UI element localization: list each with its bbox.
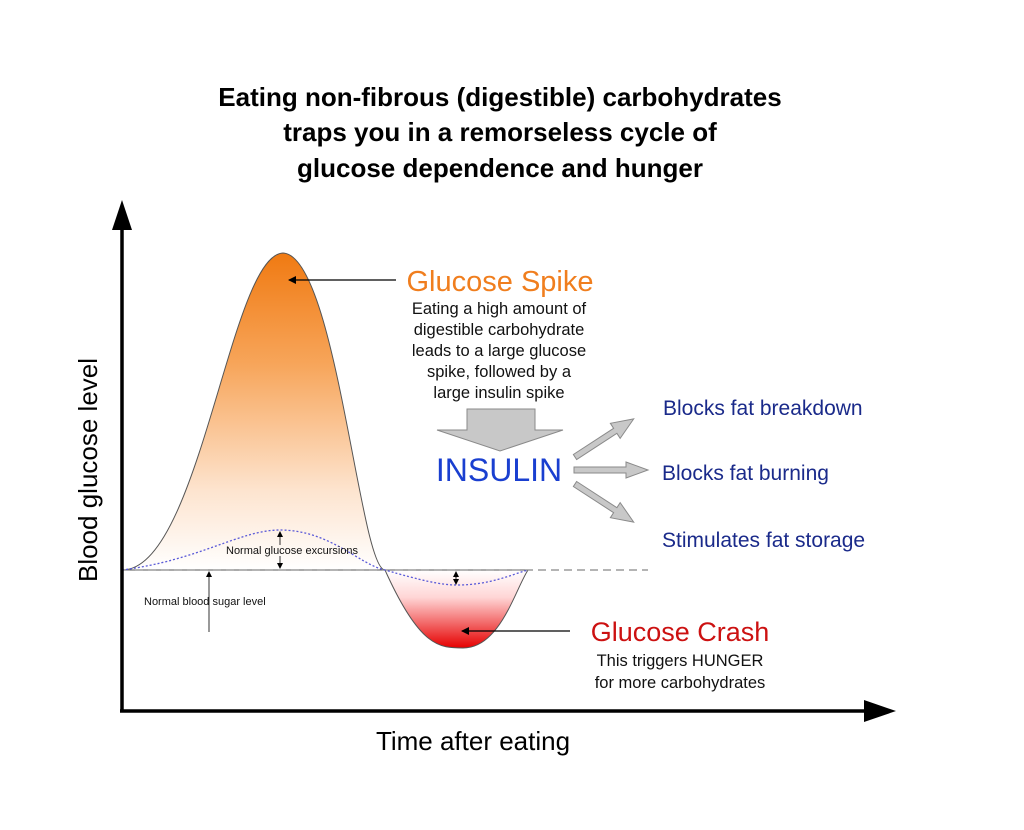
title-line-1: Eating non-fibrous (digestible) carbohyd… [218,82,781,112]
y-axis-arrowhead [112,200,132,230]
spike-title: Glucose Spike [407,266,594,298]
title-line-2: traps you in a remorseless cycle of [283,117,717,147]
glucose-spike-area [121,252,386,571]
x-axis-arrowhead [864,700,896,722]
spike-desc-line-4: spike, followed by a [427,363,572,381]
normal-level-label: Normal blood sugar level [144,596,266,608]
crash-desc-line-1: This triggers HUNGER [597,652,764,670]
effect-arrow-breakdown [572,418,635,461]
insulin-label: INSULIN [436,452,562,488]
x-axis-label: Time after eating [376,726,570,756]
title-line-3: glucose dependence and hunger [297,153,703,183]
spike-desc-line-1: Eating a high amount of [412,300,587,318]
normal-excursions-label: Normal glucose excursions [226,545,359,557]
glucose-crash-area [384,569,529,649]
y-axis-label: Blood glucose level [73,358,103,582]
insulin-down-arrow [436,408,564,452]
effect-fat-burning: Blocks fat burning [662,462,829,485]
crash-desc-line-2: for more carbohydrates [595,674,766,692]
spike-desc-line-3: leads to a large glucose [412,342,586,360]
effect-arrow-burning [573,461,650,479]
spike-desc-line-2: digestible carbohydrate [414,321,585,339]
effect-fat-breakdown: Blocks fat breakdown [663,397,863,420]
spike-desc-line-5: large insulin spike [433,384,564,402]
crash-title: Glucose Crash [591,617,770,647]
effect-fat-storage: Stimulates fat storage [662,529,865,552]
effect-arrow-storage [572,480,635,523]
